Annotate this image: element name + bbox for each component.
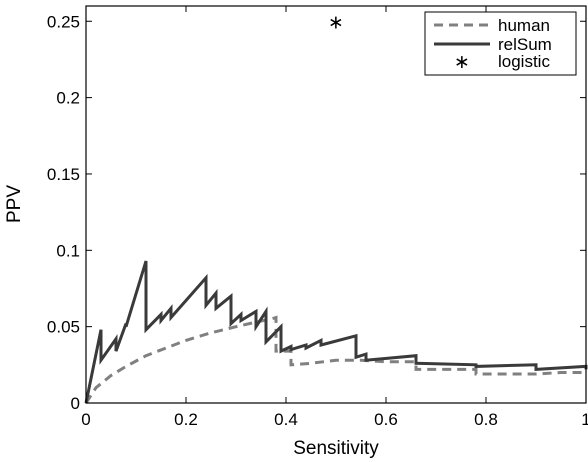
axis-ticks: 0 0.2 0.4 0.6 0.8 1 0 0.05 0.1 0.15 0.2 0.25 bbox=[47, 6, 588, 429]
x-tick-label: 0.4 bbox=[274, 410, 298, 429]
plot-frame bbox=[85, 5, 587, 404]
legend-swatch-logistic: ∗ bbox=[454, 52, 470, 73]
y-tick-label: 0.15 bbox=[47, 165, 80, 184]
series-logistic-marker: ∗ bbox=[328, 11, 344, 33]
y-tick-label: 0.25 bbox=[47, 12, 80, 31]
y-tick-label: 0.05 bbox=[47, 318, 80, 337]
x-axis-label: Sensitivity bbox=[293, 438, 379, 459]
x-tick-label: 1 bbox=[581, 410, 588, 429]
legend-label-relSum: relSum bbox=[498, 35, 552, 54]
y-axis-label: PPV bbox=[4, 185, 25, 223]
y-tick-label: 0 bbox=[71, 394, 80, 413]
x-tick-label: 0.6 bbox=[374, 410, 398, 429]
legend-label-human: human bbox=[498, 16, 550, 35]
plot-marks: ∗ bbox=[84, 11, 588, 404]
legend: human relSum ∗ logistic bbox=[424, 11, 577, 76]
y-tick-label: 0.2 bbox=[56, 89, 80, 108]
legend-label-logistic: logistic bbox=[498, 52, 550, 71]
x-tick-label: 0 bbox=[81, 410, 90, 429]
x-tick-label: 0.2 bbox=[174, 410, 198, 429]
y-tick-label: 0.1 bbox=[56, 241, 80, 260]
x-tick-label: 0.8 bbox=[474, 410, 498, 429]
series-relsum-line bbox=[84, 260, 588, 404]
series-human-line bbox=[84, 315, 586, 404]
